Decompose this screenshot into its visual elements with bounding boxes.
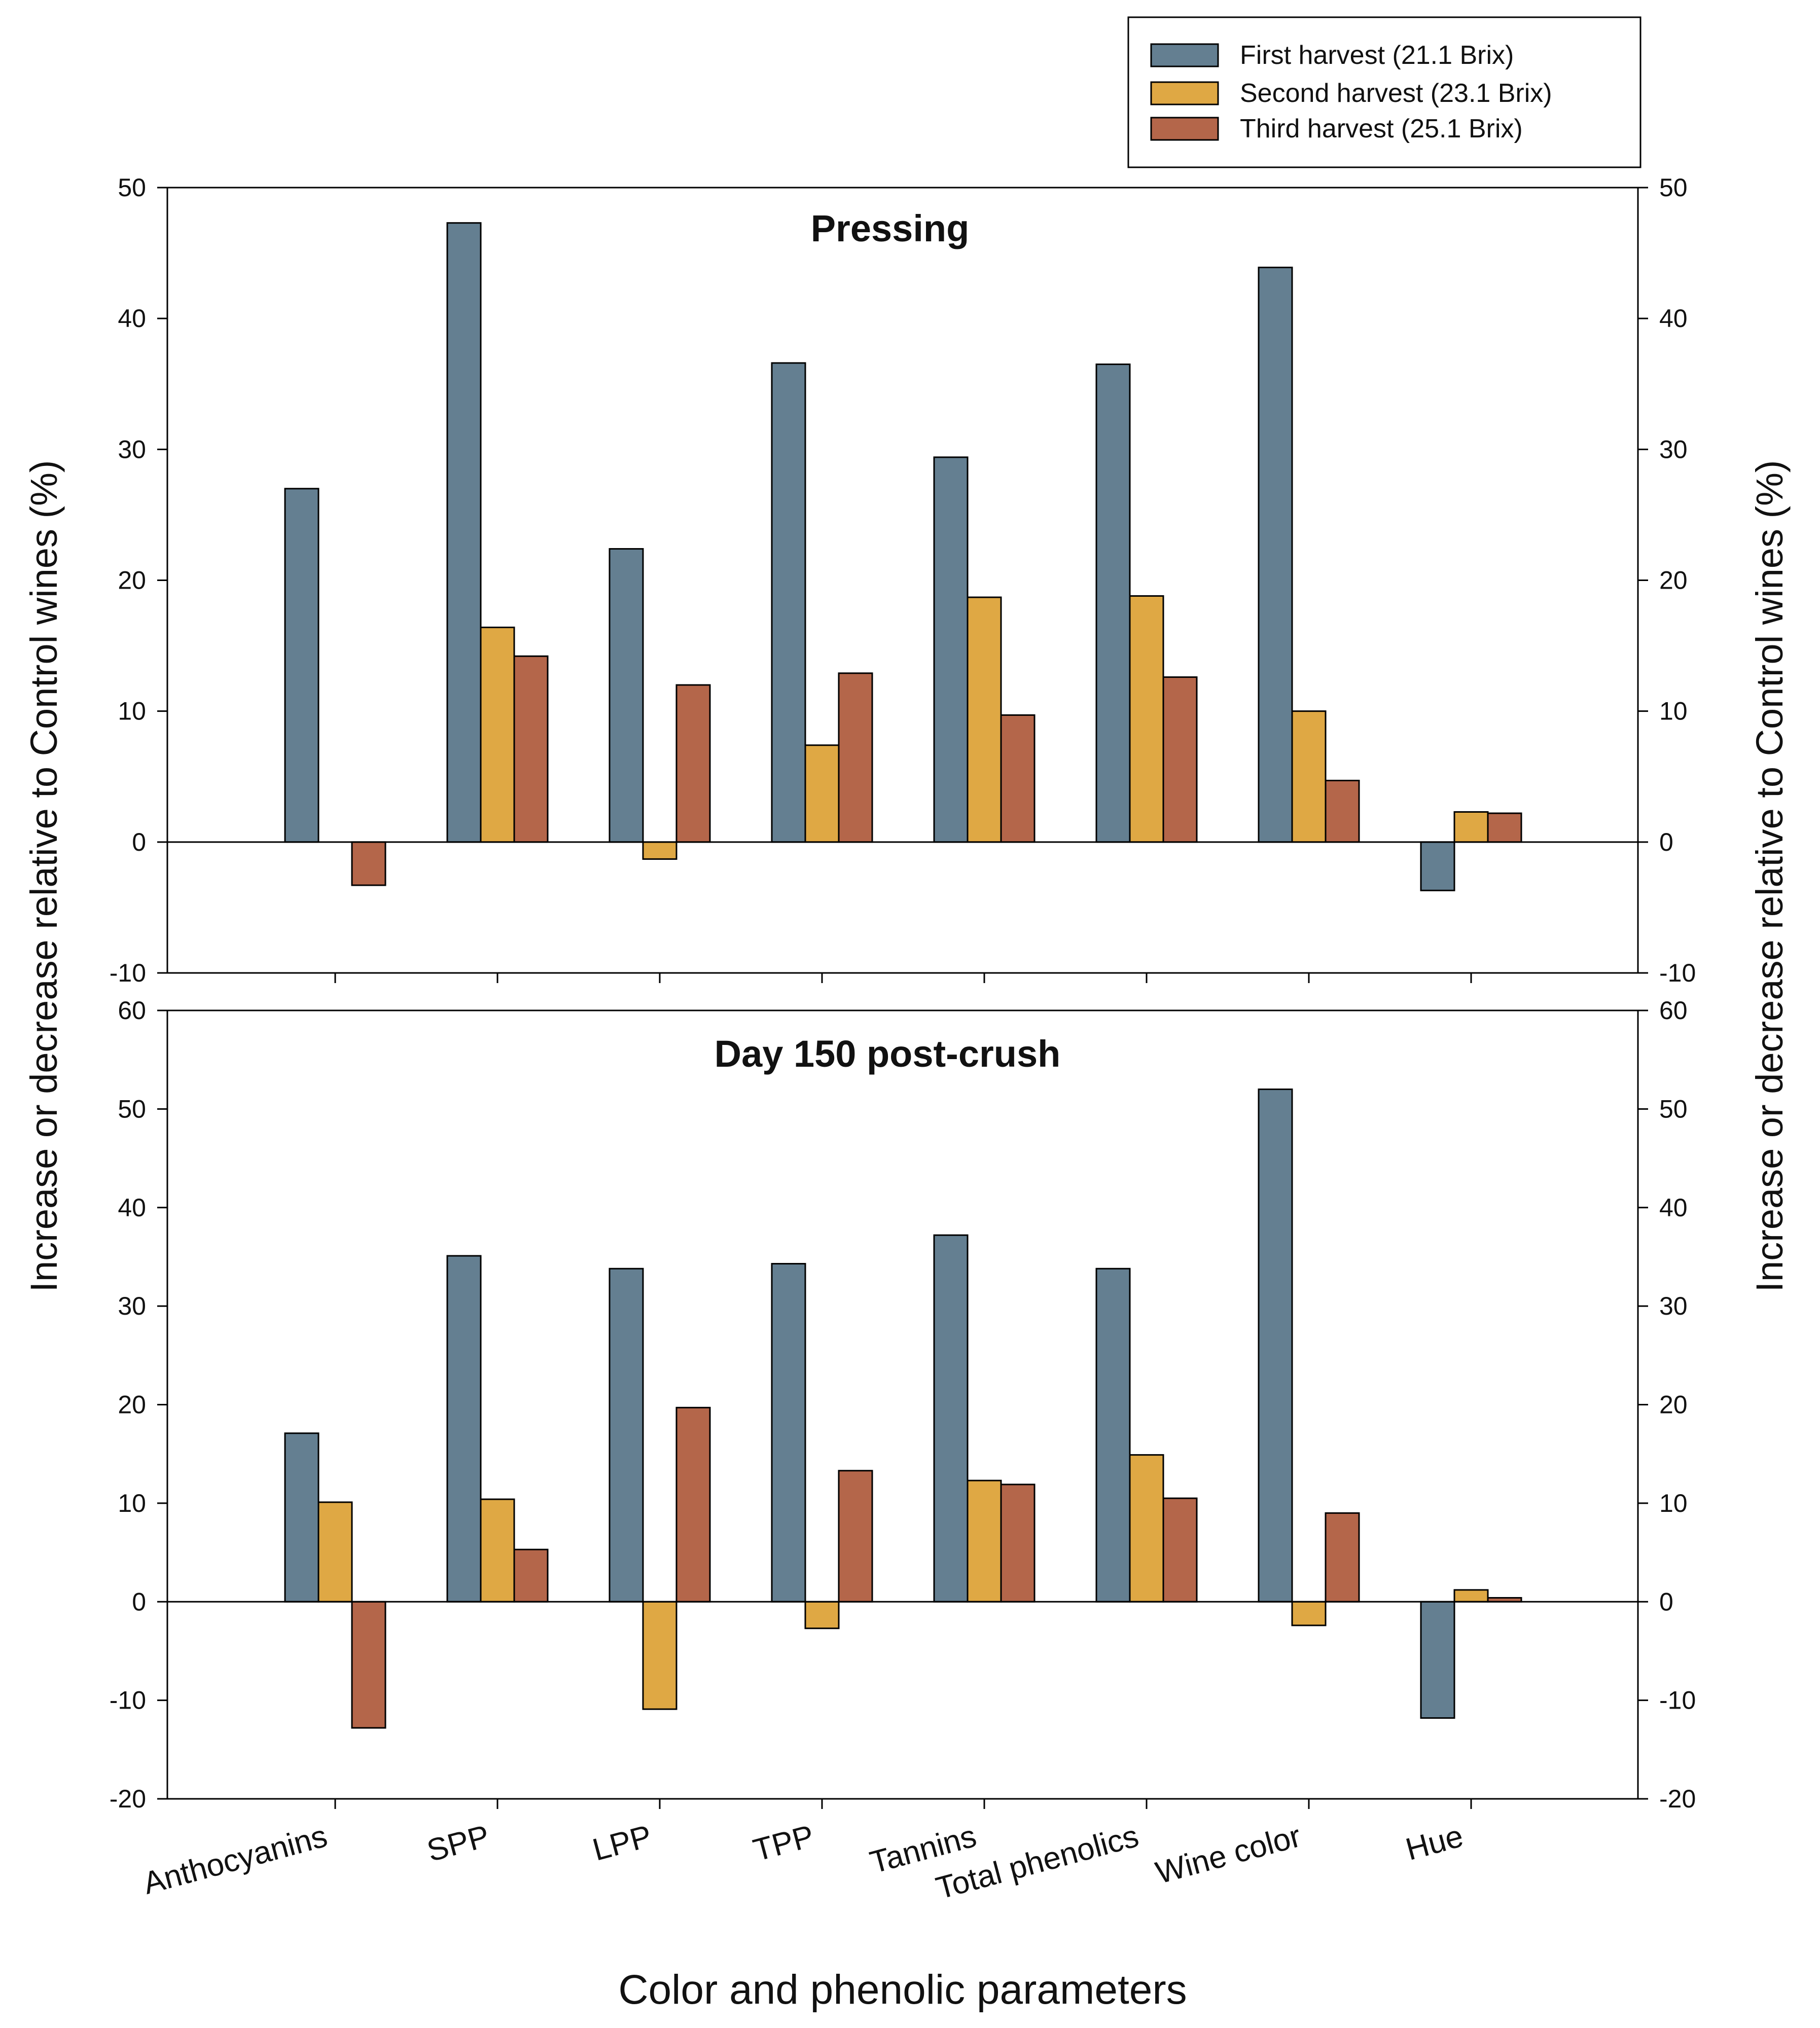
pressing-bar-anthocyanins-harvest-3 bbox=[351, 841, 386, 886]
day150-y-tick-label-right: -10 bbox=[1659, 1686, 1696, 1715]
pressing-bar-hue-harvest-3 bbox=[1487, 812, 1522, 843]
pressing-bar-spp-harvest-3 bbox=[513, 655, 549, 843]
legend-swatch-second-harvest bbox=[1150, 81, 1219, 105]
day150-y-tick-label-right: 60 bbox=[1659, 996, 1688, 1025]
day150-panel-title: Day 150 post-crush bbox=[715, 1033, 1061, 1075]
day150-bar-tpp-harvest-1 bbox=[771, 1263, 806, 1603]
pressing-bar-anthocyanins-harvest-1 bbox=[284, 488, 319, 843]
pressing-bar-hue-harvest-2 bbox=[1453, 811, 1489, 843]
pressing-y-tick-label-left: -10 bbox=[110, 959, 146, 987]
pressing-y-tick-label-right: -10 bbox=[1659, 959, 1696, 987]
day150-bar-tpp-harvest-2 bbox=[804, 1601, 840, 1629]
day150-bar-total-phenolics-harvest-3 bbox=[1162, 1497, 1198, 1603]
legend-label-second-harvest: Second harvest (23.1 Brix) bbox=[1240, 79, 1552, 108]
day150-bar-spp-harvest-3 bbox=[513, 1548, 549, 1603]
pressing-bar-tpp-harvest-2 bbox=[804, 744, 840, 843]
pressing-y-tick-label-left: 50 bbox=[118, 173, 146, 202]
pressing-y-tick-label-left: 20 bbox=[118, 566, 146, 595]
pressing-bar-spp-harvest-2 bbox=[480, 626, 515, 843]
pressing-bar-lpp-harvest-3 bbox=[675, 684, 711, 843]
pressing-bar-tannins-harvest-1 bbox=[933, 456, 969, 843]
pressing-bar-hue-harvest-1 bbox=[1420, 841, 1455, 891]
pressing-bar-tannins-harvest-3 bbox=[1000, 714, 1036, 843]
axis-ticks: -10 -10 0 0 10 10 20 20 30 30 40 40 50 50 -20 -20 -10 -10… bbox=[110, 173, 1696, 1813]
day150-y-tick-label-left: -20 bbox=[110, 1785, 146, 1813]
day150-bar-tpp-harvest-3 bbox=[838, 1470, 873, 1603]
pressing-bar-wine-color-harvest-3 bbox=[1325, 779, 1360, 843]
pressing-y-tick-label-right: 50 bbox=[1659, 173, 1688, 202]
pressing-y-tick-label-right: 30 bbox=[1659, 435, 1688, 463]
day150-bar-anthocyanins-harvest-3 bbox=[351, 1601, 386, 1729]
day150-y-tick-label-right: 10 bbox=[1659, 1489, 1688, 1517]
day150-y-tick-label-left: 40 bbox=[118, 1193, 146, 1222]
legend-label-first-harvest: First harvest (21.1 Brix) bbox=[1240, 41, 1514, 70]
x-axis-label: Color and phenolic parameters bbox=[618, 1967, 1187, 2013]
day150-y-tick-label-left: 0 bbox=[132, 1587, 146, 1616]
day150-bar-spp-harvest-1 bbox=[446, 1255, 482, 1603]
legend: First harvest (21.1 Brix) Second harvest… bbox=[1127, 16, 1641, 168]
y-axis-label-left: Increase or decrease relative to Control… bbox=[23, 460, 65, 1292]
day150-bar-lpp-harvest-3 bbox=[675, 1406, 711, 1603]
legend-swatch-first-harvest bbox=[1150, 43, 1219, 67]
day150-y-tick-label-left: 30 bbox=[118, 1292, 146, 1320]
day150-bar-anthocyanins-harvest-1 bbox=[284, 1432, 319, 1603]
day150-bar-total-phenolics-harvest-1 bbox=[1095, 1268, 1131, 1603]
day150-bar-lpp-harvest-1 bbox=[609, 1268, 644, 1603]
day150-bar-wine-color-harvest-3 bbox=[1325, 1512, 1360, 1603]
day150-y-tick-label-left: 20 bbox=[118, 1391, 146, 1419]
day150-y-tick-label-right: 50 bbox=[1659, 1095, 1688, 1123]
y-axis-label-right: Increase or decrease relative to Control… bbox=[1748, 460, 1791, 1292]
day150-y-tick-label-left: 10 bbox=[118, 1489, 146, 1517]
pressing-bar-lpp-harvest-2 bbox=[642, 841, 677, 860]
pressing-bar-total-phenolics-harvest-3 bbox=[1162, 676, 1198, 843]
pressing-bar-total-phenolics-harvest-2 bbox=[1129, 595, 1164, 843]
pressing-y-tick-label-left: 40 bbox=[118, 304, 146, 333]
pressing-bar-lpp-harvest-1 bbox=[609, 548, 644, 843]
pressing-y-tick-label-right: 0 bbox=[1659, 828, 1673, 856]
day150-bar-wine-color-harvest-1 bbox=[1258, 1089, 1293, 1603]
day150-bar-tannins-harvest-3 bbox=[1000, 1483, 1036, 1603]
pressing-bar-wine-color-harvest-2 bbox=[1291, 710, 1327, 843]
day150-y-tick-label-left: -10 bbox=[110, 1686, 146, 1715]
day150-y-tick-label-left: 50 bbox=[118, 1095, 146, 1123]
pressing-bar-wine-color-harvest-1 bbox=[1258, 266, 1293, 843]
day150-bar-hue-harvest-1 bbox=[1420, 1601, 1455, 1719]
pressing-panel-title: Pressing bbox=[811, 207, 970, 249]
pressing-y-tick-label-right: 10 bbox=[1659, 697, 1688, 726]
day150-y-tick-label-left: 60 bbox=[118, 996, 146, 1025]
day150-y-tick-label-right: 40 bbox=[1659, 1193, 1688, 1222]
day150-y-tick-label-right: -20 bbox=[1659, 1785, 1696, 1813]
pressing-bar-spp-harvest-1 bbox=[446, 222, 482, 843]
bars bbox=[284, 222, 1522, 1729]
pressing-bar-tpp-harvest-1 bbox=[771, 362, 806, 843]
day150-bar-wine-color-harvest-2 bbox=[1291, 1601, 1327, 1626]
pressing-y-tick-label-left: 30 bbox=[118, 435, 146, 463]
day150-bar-tannins-harvest-2 bbox=[967, 1479, 1002, 1603]
day150-bar-lpp-harvest-2 bbox=[642, 1601, 677, 1710]
pressing-y-tick-label-left: 10 bbox=[118, 697, 146, 726]
day150-bar-anthocyanins-harvest-2 bbox=[317, 1501, 353, 1603]
pressing-y-tick-label-right: 40 bbox=[1659, 304, 1688, 333]
day150-y-tick-label-right: 30 bbox=[1659, 1292, 1688, 1320]
pressing-y-tick-label-right: 20 bbox=[1659, 566, 1688, 595]
pressing-bar-tpp-harvest-3 bbox=[838, 672, 873, 843]
day150-y-tick-label-right: 20 bbox=[1659, 1391, 1688, 1419]
day150-bar-total-phenolics-harvest-2 bbox=[1129, 1454, 1164, 1603]
day150-bar-tannins-harvest-1 bbox=[933, 1234, 969, 1603]
day150-y-tick-label-right: 0 bbox=[1659, 1587, 1673, 1616]
pressing-bar-tannins-harvest-2 bbox=[967, 596, 1002, 843]
day150-bar-hue-harvest-2 bbox=[1453, 1589, 1489, 1603]
day150-bar-spp-harvest-2 bbox=[480, 1498, 515, 1603]
legend-label-third-harvest: Third harvest (25.1 Brix) bbox=[1240, 114, 1523, 143]
legend-swatch-third-harvest bbox=[1150, 117, 1219, 141]
zero-lines bbox=[167, 841, 1638, 1603]
pressing-bar-total-phenolics-harvest-1 bbox=[1095, 364, 1131, 843]
pressing-y-tick-label-left: 0 bbox=[132, 828, 146, 856]
